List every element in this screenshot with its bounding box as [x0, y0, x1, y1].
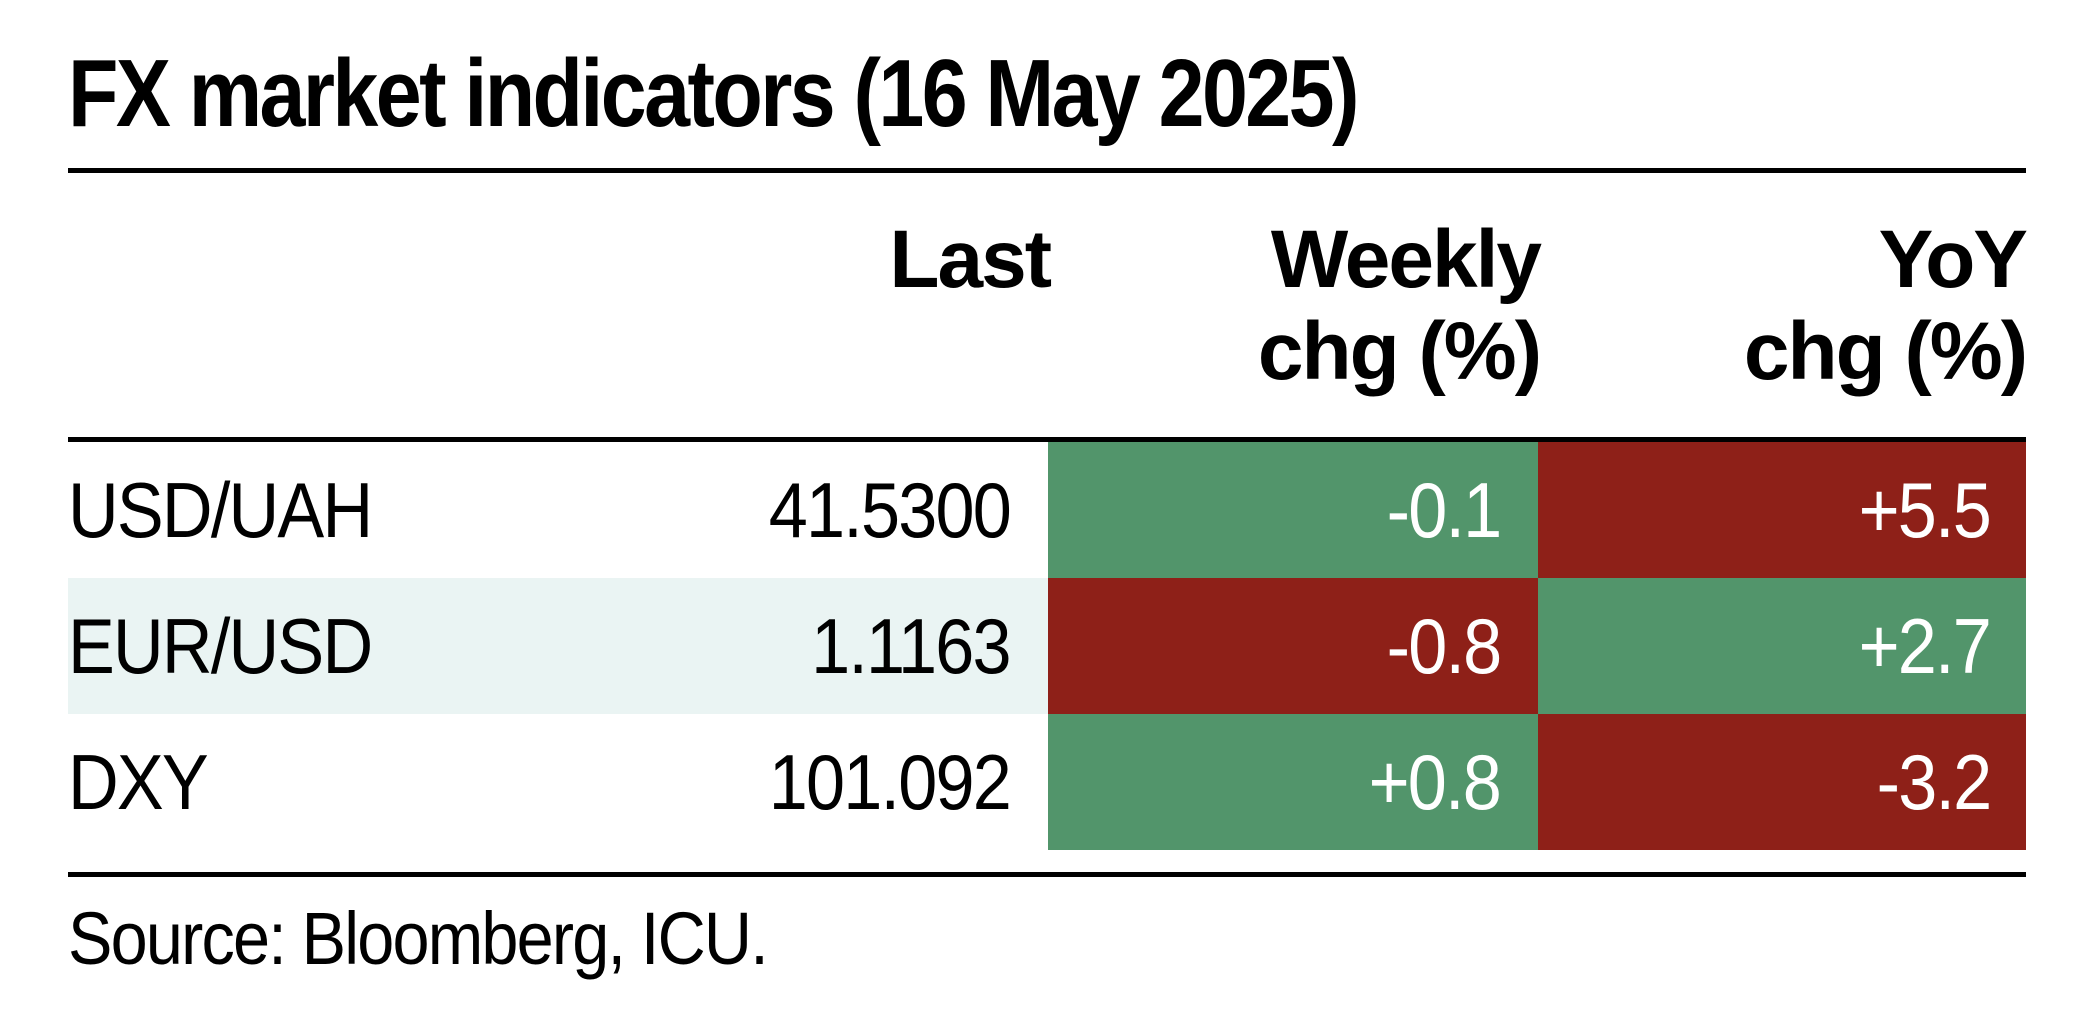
row-weekly: -0.8	[1386, 601, 1502, 690]
table-title: FX market indicators (16 May 2025)	[68, 40, 1359, 147]
row-name: DXY	[68, 737, 209, 826]
row-name-cell: EUR/USD	[68, 578, 548, 714]
row-last: 101.092	[768, 737, 1012, 826]
row-name-cell: DXY	[68, 714, 548, 850]
row-yoy-cell: +2.7	[1538, 578, 2026, 714]
row-last-cell: 101.092	[548, 714, 1048, 850]
header-last-label: Last	[889, 214, 1052, 305]
source-note: Source: Bloomberg, ICU.	[68, 897, 769, 980]
row-last-cell: 1.1163	[548, 578, 1048, 714]
bottom-rule	[68, 872, 2026, 877]
row-yoy: +2.7	[1858, 601, 1992, 690]
row-yoy: -3.2	[1876, 737, 1992, 826]
row-last-cell: 41.5300	[548, 442, 1048, 578]
table-row-dxy: DXY 101.092 +0.8 -3.2	[68, 714, 2026, 850]
header-weekly-line1: Weekly	[1270, 214, 1542, 305]
header-yoy-chg: YoY chg (%)	[1743, 214, 2028, 398]
row-weekly: +0.8	[1368, 737, 1502, 826]
header-weekly-chg: Weekly chg (%)	[1257, 214, 1542, 398]
table-row-eur-usd: EUR/USD 1.1163 -0.8 +2.7	[68, 578, 2026, 714]
row-weekly-cell: -0.8	[1048, 578, 1538, 714]
table-row-usd-uah: USD/UAH 41.5300 -0.1 +5.5	[68, 442, 2026, 578]
row-weekly-cell: +0.8	[1048, 714, 1538, 850]
row-name-cell: USD/UAH	[68, 442, 548, 578]
fx-table: USD/UAH 41.5300 -0.1 +5.5 EUR/USD 1.1163…	[68, 442, 2026, 850]
row-name: USD/UAH	[68, 465, 373, 554]
top-rule	[68, 168, 2026, 173]
row-yoy-cell: -3.2	[1538, 714, 2026, 850]
header-last: Last	[889, 214, 1052, 306]
row-name: EUR/USD	[68, 601, 373, 690]
header-yoy-line2: chg (%)	[1743, 306, 2028, 397]
header-weekly-line2: chg (%)	[1257, 306, 1542, 397]
row-last: 41.5300	[768, 465, 1012, 554]
row-yoy-cell: +5.5	[1538, 442, 2026, 578]
row-last: 1.1163	[811, 601, 1012, 690]
row-yoy: +5.5	[1858, 465, 1992, 554]
header-yoy-line1: YoY	[1878, 214, 2028, 305]
header-rule	[68, 437, 2026, 442]
row-weekly: -0.1	[1386, 465, 1502, 554]
row-weekly-cell: -0.1	[1048, 442, 1538, 578]
